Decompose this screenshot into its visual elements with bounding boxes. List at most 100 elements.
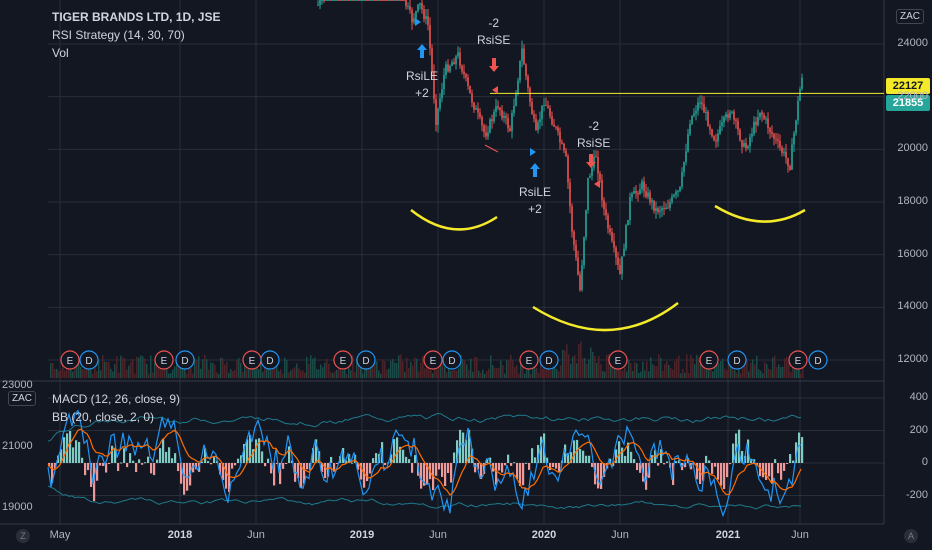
- macd-histogram-bar: [660, 449, 663, 463]
- candle-body: [485, 132, 487, 137]
- macd-histogram-bar: [357, 463, 360, 470]
- volume-bar: [62, 354, 64, 378]
- volume-bar: [436, 369, 438, 378]
- volume-bar: [138, 357, 140, 378]
- event-letter: D: [814, 356, 821, 367]
- volume-bar: [126, 369, 128, 378]
- volume-bar: [632, 370, 634, 378]
- macd-histogram-bar: [171, 458, 174, 463]
- macd-histogram-bar: [519, 463, 522, 487]
- macd-label[interactable]: MACD (12, 26, close, 9): [52, 392, 181, 406]
- candle-body: [443, 74, 445, 90]
- candle-body: [729, 112, 731, 119]
- volume-bar: [408, 367, 410, 378]
- volume-bar: [620, 361, 622, 378]
- candle-body: [419, 3, 421, 5]
- volume-bar: [256, 359, 258, 378]
- volume-bar: [594, 356, 596, 378]
- volume-bar: [134, 373, 136, 378]
- volume-bar: [640, 371, 642, 378]
- volume-bar: [130, 361, 132, 378]
- trade-line: [484, 144, 499, 153]
- macd-histogram-bar: [426, 463, 429, 485]
- auto-scale-button[interactable]: A: [904, 529, 918, 543]
- volume-bar: [390, 360, 392, 378]
- volume-bar: [236, 360, 238, 378]
- volume-bar: [238, 357, 240, 378]
- candle-body: [667, 207, 669, 209]
- macd-histogram-bar: [300, 463, 303, 488]
- candle-body: [695, 110, 697, 114]
- symbol-title[interactable]: TIGER BRANDS LTD, 1D, JSE: [52, 10, 221, 24]
- dividend-event-icon: D: [808, 350, 828, 370]
- x-tick-label: 2021: [715, 529, 741, 541]
- volume-bar: [396, 363, 398, 378]
- volume-bar: [676, 358, 678, 378]
- volume-bar: [618, 363, 620, 378]
- candle-body: [497, 106, 499, 108]
- candle-body: [553, 124, 555, 127]
- buy-arrow: [530, 163, 540, 177]
- volume-bar: [206, 359, 208, 378]
- macd-histogram-bar: [756, 463, 759, 465]
- candle-body: [639, 189, 641, 195]
- volume-bar: [484, 373, 486, 378]
- volume-bar: [418, 371, 420, 378]
- candle-body: [441, 89, 443, 99]
- volume-bar: [800, 373, 802, 378]
- macd-histogram-bar: [516, 463, 519, 480]
- candle-body: [597, 157, 599, 174]
- currency-badge-lower[interactable]: ZAC: [8, 391, 36, 406]
- volume-bar: [722, 358, 724, 378]
- macd-histogram-bar: [408, 459, 411, 463]
- strategy-label[interactable]: RSI Strategy (14, 30, 70): [52, 28, 185, 42]
- volume-bar: [148, 373, 150, 378]
- candle-body: [505, 115, 507, 118]
- candle-body: [583, 237, 585, 266]
- zoom-button[interactable]: Z: [16, 529, 30, 543]
- volume-bar: [770, 369, 772, 378]
- volume-bar: [642, 361, 644, 378]
- candle-body: [621, 256, 623, 274]
- volume-bar: [80, 367, 82, 378]
- candle-body: [719, 125, 721, 134]
- macd-histogram-bar: [732, 443, 735, 463]
- macd-histogram-bar: [741, 450, 744, 463]
- macd-histogram-bar: [138, 459, 141, 463]
- volume-bar: [398, 355, 400, 378]
- candle-body: [619, 264, 621, 274]
- left-tick-label: 23000: [2, 379, 33, 391]
- volume-bar: [422, 355, 424, 378]
- macd-histogram-bar: [453, 452, 456, 463]
- macd-histogram-bar: [582, 450, 585, 463]
- macd-histogram-bar: [705, 455, 708, 463]
- candle-body: [651, 200, 653, 203]
- volume-bar: [478, 370, 480, 378]
- volume-bar: [52, 363, 54, 378]
- macd-histogram-bar: [618, 441, 621, 463]
- macd-histogram-bar: [486, 458, 489, 463]
- candle-body: [331, 0, 333, 1]
- candle-body: [707, 111, 709, 127]
- x-tick-label: 2018: [167, 529, 193, 541]
- volume-bar: [500, 360, 502, 378]
- volume-bar: [440, 361, 442, 378]
- annotation-rsise-1: -2 RsiSE: [477, 16, 511, 47]
- candle-body: [339, 0, 341, 1]
- volume-bar: [362, 373, 364, 378]
- currency-badge-top[interactable]: ZAC: [896, 9, 924, 24]
- volume-bar: [222, 357, 224, 378]
- macd-histogram-bar: [423, 463, 426, 486]
- volume-bar: [246, 364, 248, 378]
- volume-bar: [176, 355, 178, 378]
- volume-label[interactable]: Vol: [52, 46, 69, 60]
- volume-bar: [54, 369, 56, 378]
- macd-histogram-bar: [153, 463, 156, 476]
- candle-body: [545, 104, 547, 106]
- event-letter: E: [615, 356, 622, 367]
- x-tick-label: Jun: [247, 529, 265, 541]
- macd-histogram-bar: [600, 463, 603, 489]
- bb-label[interactable]: BB (20, close, 2, 0): [52, 410, 155, 424]
- x-tick-label: 2020: [531, 529, 557, 541]
- volume-bar: [228, 372, 230, 378]
